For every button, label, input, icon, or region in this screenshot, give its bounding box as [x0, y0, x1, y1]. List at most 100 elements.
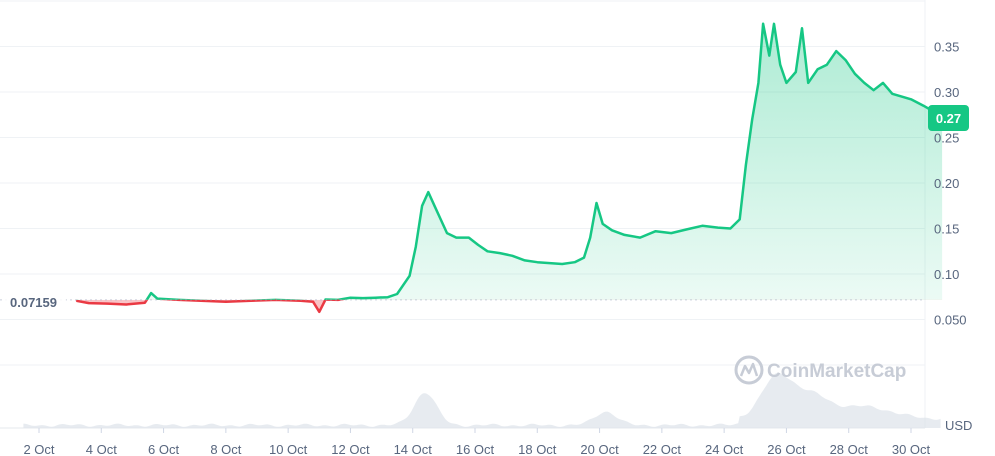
volume-bars: [23, 372, 941, 428]
price-point: [623, 234, 626, 236]
price-point: [795, 71, 797, 73]
up-area: [146, 23, 943, 300]
price-point: [300, 300, 302, 302]
price-point: [477, 244, 479, 246]
price-point: [362, 297, 364, 299]
price-point: [200, 300, 202, 302]
y-tick-label: 0.10: [934, 267, 959, 282]
price-point: [486, 250, 489, 252]
price-point: [150, 292, 152, 294]
price-point: [768, 55, 770, 57]
price-point: [499, 252, 501, 254]
price-point: [427, 191, 429, 193]
price-point: [440, 218, 442, 220]
price-point: [910, 98, 912, 100]
price-point: [125, 303, 127, 306]
price-point: [349, 297, 351, 299]
y-tick-label: 0.25: [934, 131, 959, 146]
price-point: [178, 299, 180, 301]
price-point: [882, 82, 884, 84]
price-point: [318, 311, 320, 313]
price-point: [751, 118, 753, 120]
price-point: [801, 27, 803, 29]
price-point: [583, 257, 585, 259]
x-tick-label: 12 Oct: [331, 442, 370, 456]
price-point: [324, 298, 327, 301]
price-point: [561, 263, 563, 265]
price-point: [611, 229, 613, 231]
price-point: [891, 93, 893, 95]
x-tick-label: 28 Oct: [830, 442, 869, 456]
price-point: [773, 23, 775, 25]
price-point: [901, 96, 903, 98]
x-tick-label: 14 Oct: [394, 442, 433, 456]
price-point: [717, 227, 719, 229]
watermark-text: CoinMarketCap: [767, 361, 906, 382]
x-tick-label: 6 Oct: [148, 442, 179, 456]
price-point: [250, 300, 252, 302]
y-tick-label: 0.35: [934, 40, 959, 55]
y-tick-label: 0.15: [934, 222, 959, 237]
x-tick-label: 8 Oct: [210, 442, 241, 456]
price-point: [75, 300, 77, 302]
current-price-label: 0.27: [936, 111, 961, 126]
price-point: [873, 89, 875, 91]
x-tick-label: 2 Oct: [23, 442, 54, 456]
volume-area: [23, 372, 941, 428]
price-point: [863, 82, 865, 84]
price-point: [446, 232, 448, 234]
price-point: [757, 82, 760, 84]
price-point: [106, 303, 109, 305]
price-line: [0, 22, 943, 314]
price-point: [144, 302, 146, 304]
price-point: [655, 230, 657, 232]
price-point: [275, 299, 277, 301]
price-point: [670, 232, 672, 234]
price-point: [409, 275, 411, 277]
price-point: [845, 59, 847, 61]
baseline-label: 0.07159: [10, 295, 57, 310]
baseline-marker: 0.07159: [4, 292, 66, 312]
price-point: [524, 259, 526, 261]
price-point: [807, 82, 809, 84]
price-point: [854, 73, 856, 75]
price-point: [156, 298, 158, 300]
y-axis-unit: USD: [945, 418, 972, 433]
x-tick-label: 20 Oct: [580, 442, 619, 456]
price-point: [536, 261, 538, 263]
price-point: [421, 205, 423, 207]
x-tick-label: 24 Oct: [705, 442, 744, 456]
price-point: [826, 64, 828, 66]
price-point: [835, 50, 837, 52]
price-point: [337, 299, 339, 301]
price-point: [639, 237, 641, 239]
price-point: [745, 164, 747, 166]
price-point: [387, 296, 389, 298]
price-point: [574, 261, 576, 263]
price-point: [589, 237, 591, 239]
price-point: [415, 246, 417, 248]
price-point: [511, 255, 513, 257]
y-tick-label: 0.050: [934, 313, 967, 328]
price-point: [225, 301, 227, 303]
price-point: [739, 218, 741, 220]
x-tick-label: 16 Oct: [456, 442, 495, 456]
price-point: [729, 227, 732, 230]
price-point: [549, 262, 551, 264]
price-point: [396, 293, 398, 295]
price-point: [455, 237, 457, 239]
price-point: [922, 105, 925, 107]
watermark: CoinMarketCap: [734, 355, 906, 385]
price-point: [602, 223, 604, 225]
price-point: [433, 205, 436, 207]
price-point: [785, 82, 788, 84]
x-tick-label: 4 Oct: [86, 442, 117, 456]
price-point: [701, 225, 703, 227]
price-point: [779, 64, 781, 66]
y-tick-label: 0.30: [934, 85, 959, 100]
price-point: [686, 228, 688, 230]
x-tick-label: 10 Oct: [269, 442, 308, 456]
price-point: [817, 68, 819, 70]
price-point: [595, 202, 598, 204]
y-axis-ticks: 0.050 0.10 0.15 0.20 0.25 0.30 0.35: [934, 40, 967, 328]
